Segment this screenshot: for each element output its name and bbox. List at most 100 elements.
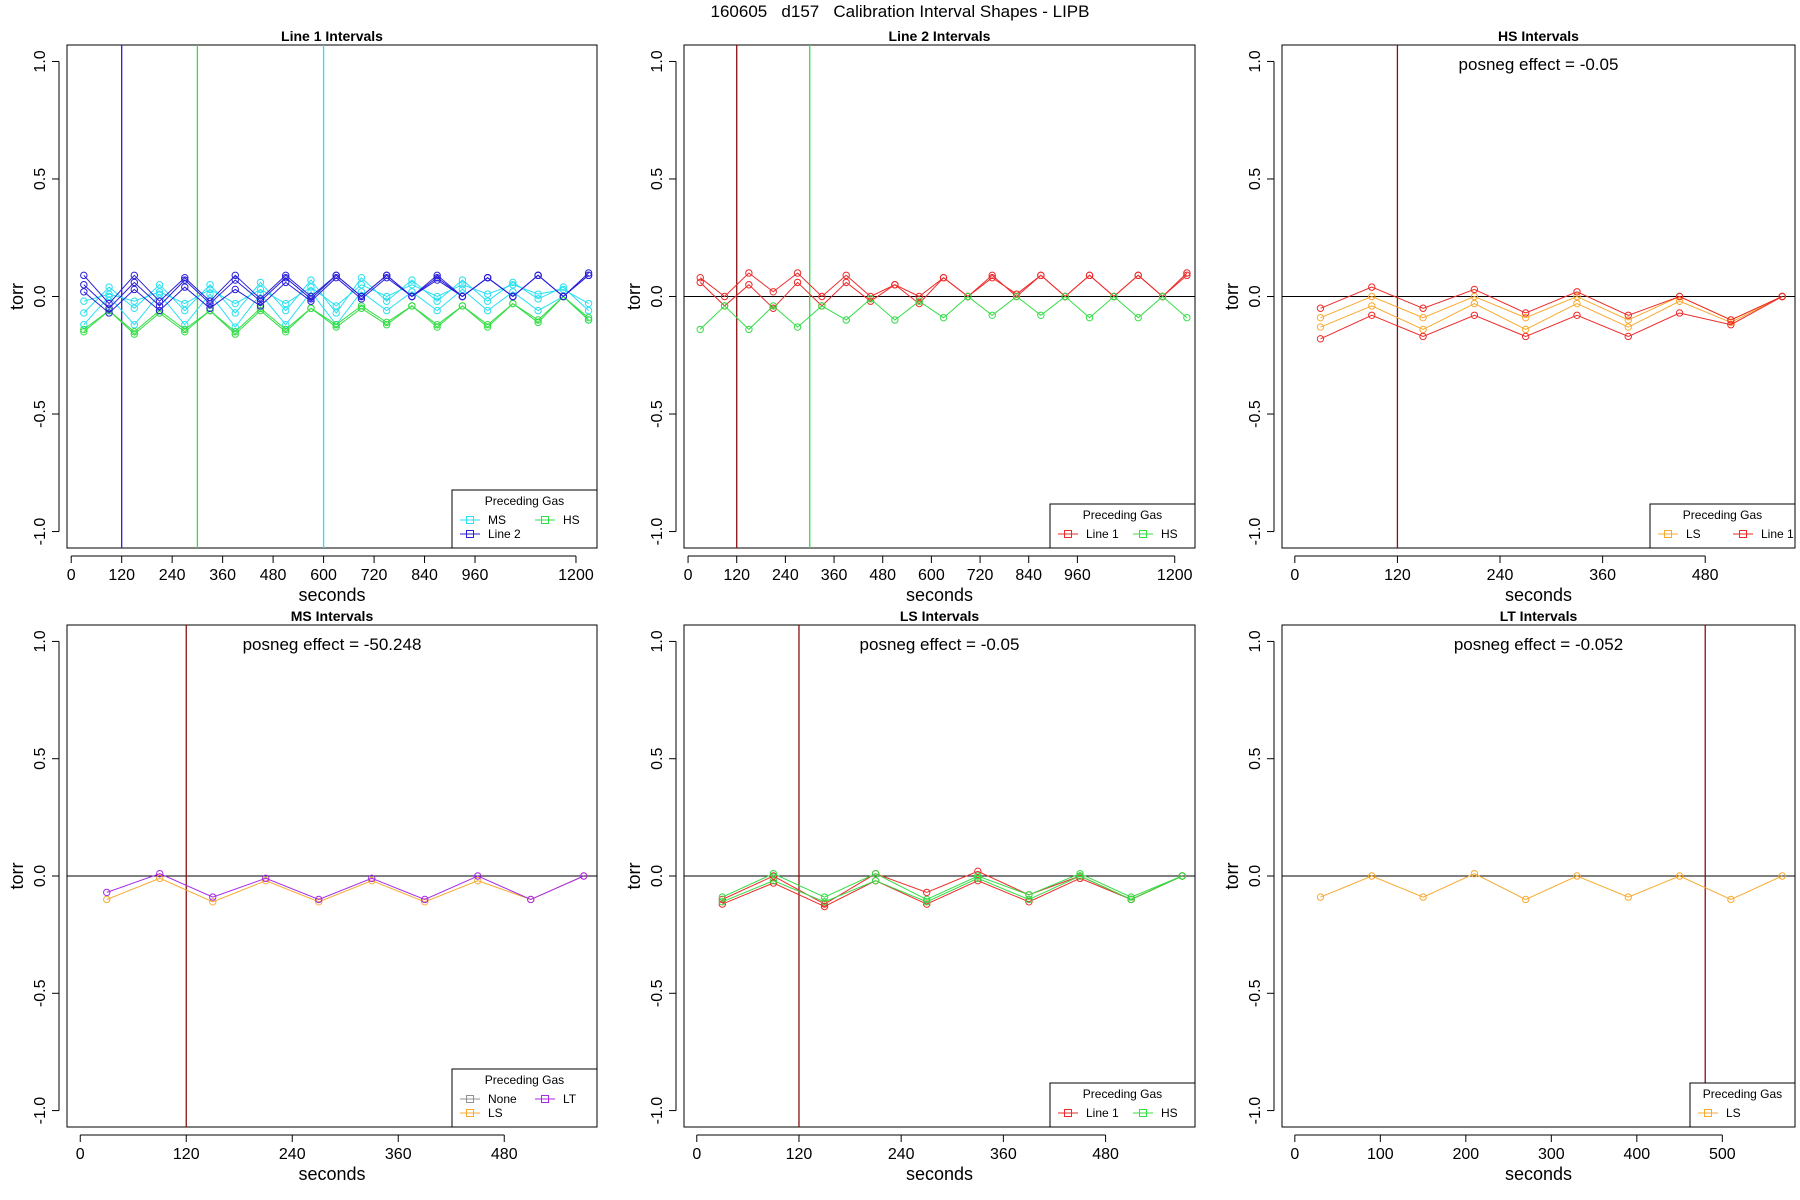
data-point-ms <box>408 276 416 284</box>
data-point-line-1 <box>793 269 802 277</box>
data-point-ms <box>534 306 542 315</box>
data-point-hs <box>231 330 239 338</box>
data-point-line-2 <box>231 276 239 284</box>
y-tick-label: -0.5 <box>32 979 49 1007</box>
data-point-hs <box>939 313 948 322</box>
data-point-ls <box>1521 325 1530 334</box>
data-point-line-1 <box>1521 332 1530 341</box>
data-point-ms <box>382 297 391 305</box>
data-point-ms <box>458 281 467 289</box>
data-point-line-2 <box>584 269 593 277</box>
data-point-hs <box>509 299 517 308</box>
legend-marker-line-1 <box>1739 530 1747 538</box>
data-point-hs <box>1076 872 1084 880</box>
data-point-line-1 <box>720 292 729 301</box>
data-point-line-2 <box>382 273 391 282</box>
data-point-hs <box>923 898 931 906</box>
data-point-hs <box>408 302 416 310</box>
legend-entry-hs: HS <box>563 513 580 527</box>
panel-title: Line 1 Intervals <box>281 28 383 44</box>
x-tick-label: 0 <box>692 1146 701 1163</box>
legend-box <box>1689 1082 1796 1128</box>
data-point-ms <box>105 283 113 291</box>
data-point-line-2 <box>559 292 568 301</box>
data-point-hs <box>382 321 391 329</box>
data-point-line-1 <box>1037 271 1045 280</box>
y-axis-label: torr <box>1222 862 1242 889</box>
data-point-ls <box>1521 895 1530 904</box>
data-point-ls <box>1316 893 1325 901</box>
data-point-line-2 <box>80 271 88 280</box>
data-point-ms <box>408 281 416 289</box>
data-point-ms <box>382 292 391 301</box>
data-point-ms <box>357 273 366 282</box>
data-point-hs <box>769 869 778 878</box>
y-tick-label: 0.0 <box>1247 285 1264 307</box>
data-point-hs <box>433 323 441 331</box>
x-tick-label: 0 <box>76 1146 85 1163</box>
data-point-line-2 <box>307 297 315 305</box>
x-tick-label: 100 <box>1367 1146 1394 1163</box>
data-point-hs <box>1134 313 1142 322</box>
data-point-ms <box>382 306 391 315</box>
data-point-hs <box>282 328 290 336</box>
data-point-hs <box>974 872 982 880</box>
legend-marker-line-1 <box>1064 530 1072 538</box>
legend-entry-line-1: Line 1 <box>1761 527 1794 541</box>
x-tick-label: 0 <box>1290 1146 1299 1163</box>
data-point-hs <box>974 874 982 883</box>
data-point-line-1 <box>718 895 727 904</box>
data-point-ms <box>282 306 290 315</box>
data-point-ms <box>509 281 517 289</box>
legend-entry-line-1: Line 1 <box>1086 527 1119 541</box>
data-point-ls <box>209 898 217 906</box>
legend-entry-ms: MS <box>488 513 506 527</box>
legend: Preceding Gas LS Line 1 <box>1649 503 1796 549</box>
data-point-ms <box>584 299 593 308</box>
data-point-ms <box>105 290 113 298</box>
series-line-ls <box>1320 296 1783 330</box>
panel-title: LS Intervals <box>900 608 980 624</box>
data-point-ls <box>1727 895 1735 904</box>
x-tick-label: 360 <box>209 567 236 584</box>
data-point-hs <box>1127 893 1135 901</box>
y-tick-label: -1.0 <box>1247 1097 1264 1125</box>
data-point-lt <box>209 893 217 901</box>
x-tick-label: 300 <box>1538 1146 1565 1163</box>
data-point-ms <box>155 290 164 298</box>
data-point-line-1 <box>1727 321 1735 329</box>
legend-entry-none: None <box>488 1092 517 1106</box>
data-point-lt <box>580 872 588 880</box>
legend-title: Preceding Gas <box>485 1073 564 1087</box>
x-tick-label: 480 <box>1692 567 1719 584</box>
data-point-ms <box>231 309 239 317</box>
data-point-line-2 <box>155 306 164 315</box>
legend-entry-ls: LS <box>1726 1106 1741 1120</box>
x-tick-label: 360 <box>1589 567 1616 584</box>
y-tick-label: -1.0 <box>32 518 49 546</box>
panel-title: MS Intervals <box>291 608 374 624</box>
x-tick-label: 0 <box>684 567 693 584</box>
data-point-line-1 <box>1521 309 1530 317</box>
data-point-line-1 <box>1316 304 1325 312</box>
data-point-ms <box>458 285 467 294</box>
data-point-hs <box>1061 292 1069 301</box>
data-point-line-1 <box>696 273 704 282</box>
x-axis-label: seconds <box>906 585 973 605</box>
y-tick-label: 1.0 <box>32 630 49 652</box>
y-tick-label: 0.0 <box>1247 865 1264 887</box>
data-point-ls <box>1573 292 1581 301</box>
legend-marker-ls <box>466 1109 474 1117</box>
data-point-ms <box>433 306 441 315</box>
data-point-line-2 <box>105 304 113 312</box>
x-tick-label: 120 <box>786 1146 813 1163</box>
series-line-line-1 <box>722 875 1183 908</box>
data-point-ls <box>1675 297 1684 305</box>
data-point-line-1 <box>1675 292 1684 301</box>
data-point-ls <box>421 898 429 906</box>
data-point-line-2 <box>130 271 139 280</box>
data-point-line-1 <box>923 888 931 897</box>
data-point-line-1 <box>915 292 923 301</box>
data-point-line-2 <box>433 273 441 282</box>
